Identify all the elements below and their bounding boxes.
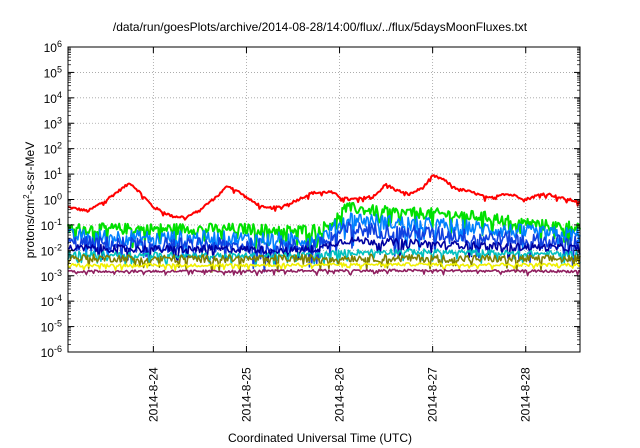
y-tick-base: 10 (41, 321, 55, 335)
y-tick-label: 10-1 (41, 217, 62, 233)
grid-lines (68, 47, 580, 352)
y-tick-label: 10-4 (41, 293, 62, 309)
x-tick-label: 2014-8-28 (519, 367, 533, 422)
y-tick-exponent: -4 (54, 293, 62, 303)
y-tick-exponent: 6 (57, 39, 62, 49)
y-tick-base: 10 (41, 346, 55, 360)
y-tick-exponent: 3 (57, 115, 62, 125)
series-line-3 (67, 212, 581, 259)
y-tick-base: 10 (41, 244, 55, 258)
y-tick-base: 10 (44, 194, 58, 208)
series-layer (67, 174, 581, 277)
chart-title: /data/run/goesPlots/archive/2014-08-28/1… (112, 20, 528, 34)
y-tick-exponent: -1 (54, 217, 62, 227)
y-tick-labels: 10610510410310210110010-110-210-310-410-… (41, 39, 62, 360)
y-tick-exponent: 0 (57, 192, 62, 202)
series-line-8 (67, 262, 581, 272)
y-tick-base: 10 (41, 295, 55, 309)
y-tick-exponent: -6 (54, 344, 62, 354)
y-tick-label: 106 (44, 39, 62, 55)
y-tick-exponent: -3 (54, 268, 62, 278)
y-tick-base: 10 (41, 270, 55, 284)
y-tick-label: 104 (44, 90, 62, 106)
series-line-5 (67, 236, 581, 264)
axis-ticks (68, 46, 580, 353)
y-tick-base: 10 (44, 143, 58, 157)
y-tick-base: 10 (44, 66, 58, 80)
y-tick-base: 10 (44, 117, 58, 131)
y-tick-label: 105 (44, 64, 62, 80)
y-tick-base: 10 (41, 219, 55, 233)
y-tick-label: 102 (44, 141, 62, 157)
y-axis-label-tail: -s-sr-MeV (23, 141, 37, 195)
y-tick-label: 10-3 (41, 268, 62, 284)
x-tick-label: 2014-8-27 (426, 367, 440, 422)
y-tick-label: 101 (44, 166, 62, 182)
y-axis-label-main: protons/cm (23, 198, 37, 259)
y-tick-exponent: 2 (57, 141, 62, 151)
x-tick-label: 2014-8-26 (333, 367, 347, 422)
series-line-1 (67, 174, 581, 221)
y-tick-base: 10 (44, 41, 58, 55)
y-tick-label: 10-6 (41, 344, 62, 360)
y-tick-label: 10-2 (41, 242, 62, 258)
x-tick-label: 2014-8-24 (146, 367, 160, 422)
y-tick-exponent: -2 (54, 242, 62, 252)
series-line-7 (67, 253, 581, 273)
x-axis-label: Coordinated Universal Time (UTC) (227, 431, 413, 445)
series-line-9 (67, 268, 581, 277)
y-tick-label: 10-5 (41, 319, 62, 335)
y-axis-label: protons/cm2-s-sr-MeV (22, 142, 37, 258)
y-axis-label-exponent: 2 (22, 194, 31, 199)
y-tick-exponent: -5 (54, 319, 62, 329)
y-tick-exponent: 4 (57, 90, 62, 100)
y-tick-label: 103 (44, 115, 62, 131)
y-tick-exponent: 1 (57, 166, 62, 176)
x-tick-labels: 2014-8-24 2014-8-25 2014-8-26 2014-8-27 2014… (146, 367, 532, 422)
y-tick-base: 10 (44, 92, 58, 106)
y-tick-label: 100 (44, 192, 62, 208)
series-line-4 (67, 221, 581, 273)
x-tick-label: 2014-8-25 (239, 367, 253, 422)
y-tick-base: 10 (44, 168, 58, 182)
y-tick-exponent: 5 (57, 64, 62, 74)
series-line-2 (67, 201, 581, 250)
